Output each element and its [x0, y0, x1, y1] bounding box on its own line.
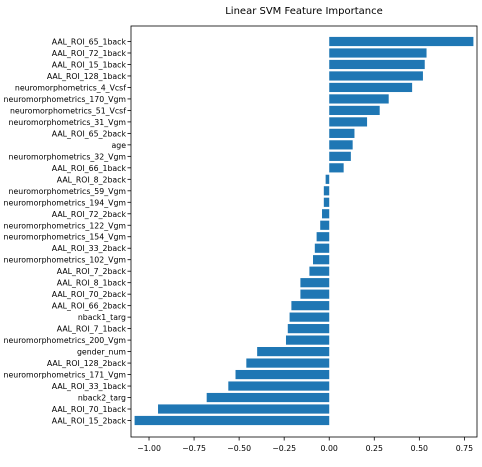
bar — [320, 220, 330, 230]
bar — [329, 117, 368, 127]
bar — [206, 392, 330, 403]
y-tick-label: neuromorphometrics_59_Vgm — [9, 187, 126, 196]
bar — [329, 151, 351, 161]
x-tick-label: 0.75 — [456, 444, 473, 453]
bar — [300, 289, 330, 299]
x-tick-label: −0.25 — [272, 444, 296, 453]
y-tick-label: neuromorphometrics_154_Vgm — [4, 233, 126, 242]
x-tick-label: 0.25 — [366, 444, 383, 453]
bar — [246, 358, 330, 368]
y-tick-label: neuromorphometrics_171_Vgm — [4, 371, 126, 380]
y-tick-label: AAL_ROI_66_2back — [52, 302, 127, 311]
y-tick-label: neuromorphometrics_200_Vgm — [4, 336, 126, 345]
bar — [314, 243, 330, 253]
bar — [329, 140, 353, 150]
bar — [329, 105, 380, 116]
y-tick-label: neuromorphometrics_31_Vgm — [9, 118, 126, 127]
bar — [289, 312, 330, 322]
y-tick-label: AAL_ROI_8_1back — [57, 279, 127, 288]
bar — [329, 163, 344, 173]
x-axis-ticks: −1.00 −0.75 −0.50 −0.25 0.00 0.25 0.50 0.75 — [137, 437, 473, 453]
y-tick-label: AAL_ROI_66_1back — [52, 164, 127, 173]
y-tick-label: AAL_ROI_7_1back — [57, 325, 127, 334]
x-tick-label: 0.00 — [321, 444, 338, 453]
y-tick-label: AAL_ROI_72_2back — [52, 210, 127, 219]
y-tick-label: AAL_ROI_8_2back — [57, 175, 127, 184]
y-tick-label: AAL_ROI_7_2back — [57, 267, 127, 276]
x-tick-label: 0.50 — [411, 444, 428, 453]
bar — [300, 278, 330, 288]
bar — [313, 255, 330, 265]
y-tick-labels: AAL_ROI_65_1back AAL_ROI_72_1back AAL_ROI_… — [4, 38, 131, 426]
bar — [329, 82, 413, 93]
y-tick-label: AAL_ROI_33_2back — [52, 244, 127, 253]
y-tick-label: nback1_targ — [78, 313, 126, 322]
bar — [287, 324, 330, 334]
y-tick-label: AAL_ROI_70_1back — [52, 405, 127, 414]
bar — [325, 174, 330, 184]
y-tick-label: neuromorphometrics_102_Vgm — [4, 256, 126, 265]
y-tick-label: AAL_ROI_65_2back — [52, 129, 127, 138]
y-tick-label: AAL_ROI_70_2back — [52, 290, 127, 299]
y-tick-label: AAL_ROI_15_2back — [52, 417, 127, 426]
bar — [228, 381, 330, 391]
y-tick-label: AAL_ROI_128_2back — [47, 359, 127, 368]
bar — [257, 347, 330, 357]
bar — [309, 266, 330, 276]
bar — [329, 59, 425, 70]
bar — [329, 94, 389, 104]
y-tick-label: neuromorphometrics_32_Vgm — [9, 152, 126, 161]
y-tick-label: age — [111, 141, 126, 150]
bar — [323, 197, 330, 207]
bar — [316, 232, 330, 242]
y-tick-label: neuromorphometrics_170_Vgm — [4, 95, 126, 104]
y-tick-label: gender_num — [77, 348, 126, 357]
bar — [322, 209, 330, 219]
x-tick-label: −0.75 — [182, 444, 206, 453]
plot-frame — [130, 25, 478, 438]
bar — [323, 186, 330, 196]
bars-layer — [134, 36, 474, 426]
x-tick-label: −1.00 — [137, 444, 161, 453]
y-tick-label: neuromorphometrics_194_Vgm — [4, 198, 126, 207]
x-tick-label: −0.50 — [227, 444, 251, 453]
bar — [285, 335, 330, 345]
y-tick-label: neuromorphometrics_51_Vcsf — [10, 106, 126, 115]
bar — [329, 128, 355, 138]
y-tick-label: AAL_ROI_15_1back — [52, 60, 127, 69]
y-tick-label: AAL_ROI_128_1back — [47, 72, 127, 81]
bar — [329, 71, 423, 81]
bar — [158, 404, 330, 414]
y-tick-label: AAL_ROI_65_1back — [52, 38, 127, 47]
bar — [291, 301, 330, 311]
bar — [134, 415, 330, 426]
bar — [235, 369, 330, 380]
chart-title: Linear SVM Feature Importance — [225, 6, 383, 17]
y-tick-label: neuromorphometrics_122_Vgm — [4, 221, 126, 230]
bar — [329, 48, 427, 58]
y-tick-label: nback2_targ — [78, 394, 126, 403]
y-tick-label: AAL_ROI_72_1back — [52, 49, 127, 58]
bar — [329, 36, 474, 47]
y-tick-label: AAL_ROI_33_1back — [52, 382, 127, 391]
y-tick-label: neuromorphometrics_4_Vcsf — [15, 83, 126, 92]
